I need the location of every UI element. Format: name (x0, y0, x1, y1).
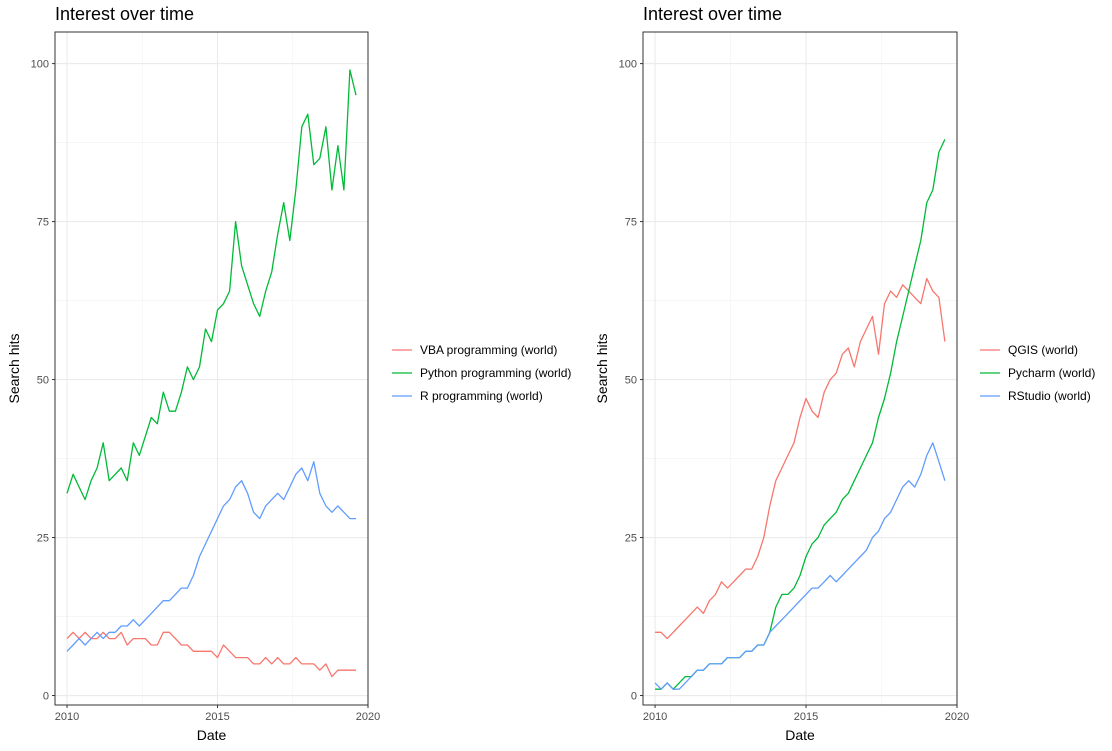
chart-title: Interest over time (643, 4, 782, 24)
x-tick-label: 2010 (55, 711, 79, 723)
y-tick-label: 25 (625, 533, 637, 545)
y-tick-label: 75 (625, 217, 637, 229)
y-axis-title: Search hits (6, 333, 22, 403)
series-line-1 (66, 69, 357, 501)
chart-left: 0 25 50 75 100 2010 2015 2020 Interest over time… (6, 4, 571, 743)
series-line-0 (655, 277, 946, 640)
plot-panel (643, 32, 957, 705)
y-tick-label: 0 (631, 691, 637, 703)
y-tick-label: 0 (43, 691, 49, 703)
panel-border (642, 31, 958, 706)
x-axis-title: Date (785, 727, 815, 743)
legend-label-0: VBA programming (world) (420, 343, 557, 357)
y-axis-title: Search hits (594, 333, 610, 403)
legend-label-2: RStudio (world) (1008, 389, 1091, 403)
y-tick-label: 100 (619, 59, 637, 71)
x-tick-label: 2020 (945, 711, 969, 723)
y-tick-label: 75 (37, 217, 49, 229)
y-tick-label: 50 (37, 375, 49, 387)
legend-label-2: R programming (world) (420, 389, 543, 403)
chart-right: 0 25 50 75 100 2010 2015 2020 Interest over time… (594, 4, 1095, 743)
x-axis-title: Date (197, 727, 227, 743)
y-tick-label: 25 (37, 533, 49, 545)
series-line-2 (66, 461, 356, 652)
chart-title: Interest over time (55, 4, 194, 24)
x-tick-label: 2010 (643, 711, 667, 723)
y-tick-label: 50 (625, 375, 637, 387)
plot-panel (55, 32, 368, 705)
series-line-2 (654, 442, 946, 690)
series-line-0 (66, 631, 356, 678)
x-tick-label: 2020 (356, 711, 380, 723)
legend-label-0: QGIS (world) (1008, 343, 1078, 357)
legend-label-1: Python programming (world) (420, 366, 571, 380)
y-tick-label: 100 (31, 59, 49, 71)
legend-label-1: Pycharm (world) (1008, 366, 1095, 380)
x-tick-label: 2015 (794, 711, 818, 723)
panel-border (54, 31, 369, 706)
x-tick-label: 2015 (205, 711, 229, 723)
